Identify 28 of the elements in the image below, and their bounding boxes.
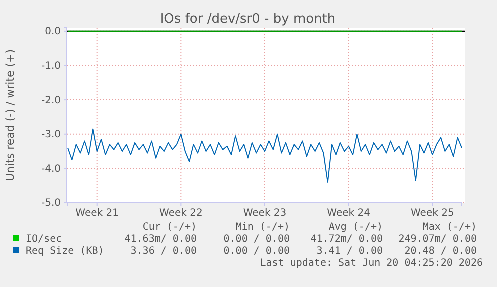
y-tick-label: -2.0	[41, 95, 61, 106]
legend-label: IO/sec	[26, 234, 62, 245]
x-tick-label: Week 25	[411, 208, 454, 220]
text: 3.36 / 0.00	[130, 246, 197, 257]
chart-title: IOs for /dev/sr0 - by month	[160, 12, 336, 27]
legend-label: Req Size (KB)	[26, 246, 104, 257]
text: 20.48 / 0.00	[404, 246, 477, 257]
y-tick-label: -1.0	[41, 60, 61, 72]
y-tick-label: 0.0	[45, 26, 61, 38]
y-tick-label: -5.0	[41, 198, 61, 210]
text: Min (-/+)	[236, 222, 290, 233]
text: 3.41 / 0.00	[316, 246, 383, 257]
text: 41.72m/ 0.00	[310, 234, 383, 245]
y-tick-label: -4.0	[41, 164, 61, 175]
text: Avg (-/+)	[328, 222, 383, 233]
text: Cur (-/+)	[142, 222, 197, 233]
x-tick-label: Week 22	[160, 208, 203, 220]
y-tick-label: -3.0	[41, 130, 61, 141]
text: Max (-/+)	[422, 222, 477, 233]
x-tick-label: Week 23	[243, 208, 287, 220]
text: 0.00 / 0.00	[224, 246, 290, 257]
x-tick-label: Week 21	[76, 208, 119, 220]
text: 249.07m/ 0.00	[398, 234, 477, 245]
text: Last update: Sat Jun 20 04:25:20 2026	[260, 258, 483, 269]
y-axis-title: Units read (-) / write (+)	[4, 49, 17, 182]
x-tick-label: Week 24	[327, 208, 370, 220]
text: 41.63m/ 0.00	[124, 234, 197, 245]
text: 0.00 / 0.00	[224, 234, 290, 245]
